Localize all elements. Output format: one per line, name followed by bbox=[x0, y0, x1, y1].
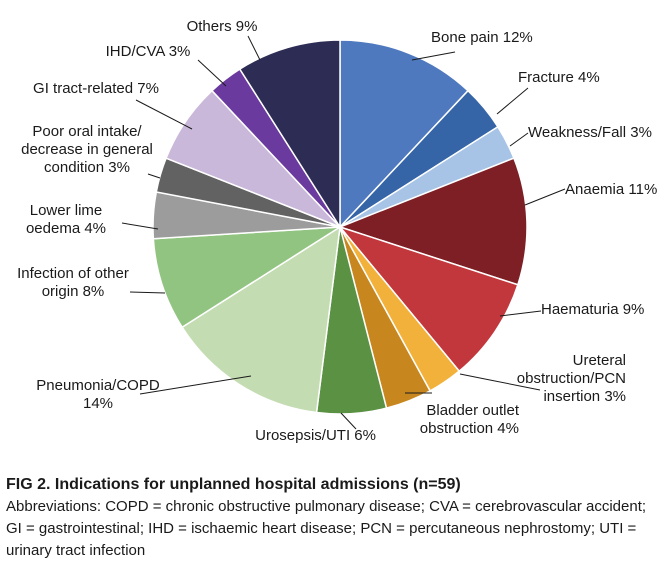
slice-label: Infection of other origin 8% bbox=[17, 265, 129, 300]
pie-slice bbox=[152, 226, 341, 329]
slice-label: Bone pain 12% bbox=[431, 29, 533, 46]
pie-slice bbox=[337, 157, 528, 286]
slice-label: IHD/CVA 3% bbox=[106, 43, 191, 60]
slice-label: GI tract-related 7% bbox=[33, 80, 159, 97]
slice-label: Ureteral obstruction/PCN insertion 3% bbox=[517, 352, 626, 405]
leader-line bbox=[247, 35, 261, 61]
leader-line bbox=[121, 222, 159, 230]
slice-label: Anaemia 11% bbox=[565, 181, 657, 198]
leader-line bbox=[524, 188, 566, 206]
pie-slice bbox=[181, 225, 341, 414]
leader-line bbox=[129, 291, 166, 294]
leader-line bbox=[496, 87, 529, 115]
slice-label: Poor oral intake/decrease in general cond… bbox=[21, 123, 153, 176]
abbreviations-note: Abbreviations: COPD = chronic obstructiv… bbox=[6, 498, 647, 559]
leader-line bbox=[197, 59, 227, 87]
leader-line bbox=[139, 375, 252, 395]
leader-line bbox=[459, 373, 541, 391]
leader-line bbox=[135, 99, 193, 130]
leader-line bbox=[147, 173, 161, 179]
leader-line bbox=[411, 51, 456, 61]
figure-title: FIG 2. Indications for unplanned hospita… bbox=[6, 476, 461, 493]
slice-label: Bladder outlet obstruction 4% bbox=[420, 402, 520, 437]
figure-caption: FIG 2. Indications for unplanned hospita… bbox=[6, 474, 662, 562]
pie-slice bbox=[339, 39, 470, 229]
slice-label: Fracture 4% bbox=[518, 69, 600, 86]
slice-label: Pneumonia/COPD 14% bbox=[36, 377, 160, 412]
leader-line bbox=[499, 310, 542, 317]
slice-label: Urosepsis/UTI 6% bbox=[255, 427, 376, 444]
leader-line bbox=[340, 412, 357, 430]
leader-line bbox=[509, 132, 529, 147]
pie-slice bbox=[238, 39, 341, 230]
slice-label: Haematuria 9% bbox=[541, 301, 644, 318]
slice-label: Weakness/Fall 3% bbox=[528, 124, 652, 141]
slice-label: Lower lime oedema 4% bbox=[26, 202, 106, 237]
pie-chart: Bone pain 12% Fracture 4% Weakness/Fall 3%… bbox=[17, 18, 657, 444]
pie-slice bbox=[337, 225, 519, 373]
slice-label: Others 9% bbox=[187, 18, 258, 35]
